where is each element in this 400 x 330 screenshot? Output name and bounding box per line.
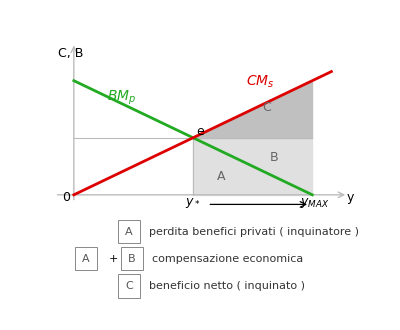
- Text: beneficio netto ( inquinato ): beneficio netto ( inquinato ): [149, 281, 305, 291]
- Text: A: A: [125, 227, 133, 237]
- Text: e: e: [197, 125, 204, 138]
- Text: C: C: [125, 281, 133, 291]
- Text: +: +: [109, 254, 118, 264]
- Text: B: B: [269, 151, 278, 164]
- FancyBboxPatch shape: [118, 220, 140, 243]
- Text: y: y: [347, 191, 354, 204]
- Text: A: A: [217, 170, 226, 182]
- FancyBboxPatch shape: [121, 247, 143, 271]
- Text: 0: 0: [62, 191, 70, 204]
- Text: compensazione economica: compensazione economica: [152, 254, 304, 264]
- Text: $y_*$: $y_*$: [185, 196, 201, 211]
- FancyBboxPatch shape: [118, 274, 140, 298]
- Text: C, B: C, B: [58, 47, 84, 60]
- Text: $BM_p$: $BM_p$: [107, 88, 136, 107]
- Text: perdita benefici privati ( inquinatore ): perdita benefici privati ( inquinatore ): [149, 227, 359, 237]
- FancyBboxPatch shape: [75, 247, 96, 271]
- Text: A: A: [82, 254, 90, 264]
- Text: B: B: [128, 254, 136, 264]
- Text: $CM_s$: $CM_s$: [246, 73, 274, 90]
- Polygon shape: [193, 81, 312, 138]
- Text: $y_{MAX}$: $y_{MAX}$: [300, 196, 329, 211]
- Text: C: C: [262, 101, 271, 114]
- Polygon shape: [193, 138, 312, 195]
